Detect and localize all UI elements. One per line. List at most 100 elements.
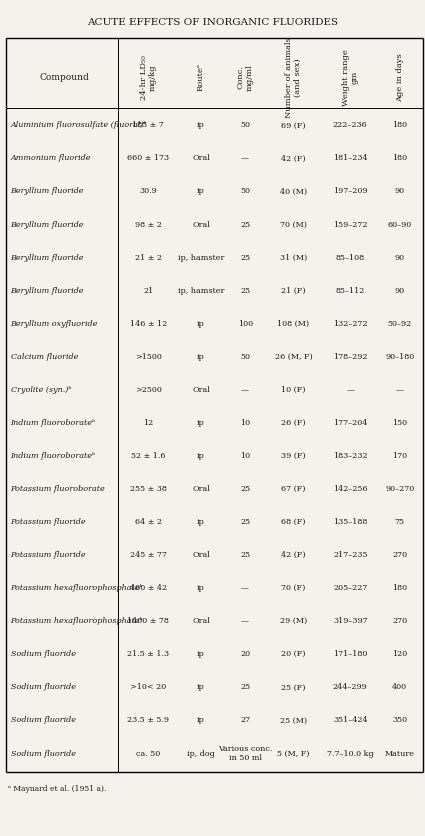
- Text: 25: 25: [240, 517, 250, 526]
- Text: 10 (F): 10 (F): [281, 385, 306, 394]
- Text: 245 ± 77: 245 ± 77: [130, 550, 167, 558]
- Text: Sodium fluoride: Sodium fluoride: [11, 650, 76, 658]
- Text: ip: ip: [197, 418, 205, 426]
- Text: Beryllium fluoride: Beryllium fluoride: [11, 220, 84, 228]
- Text: 120: 120: [392, 650, 407, 658]
- Text: Beryllium fluoride: Beryllium fluoride: [11, 253, 84, 262]
- Text: ip: ip: [197, 584, 205, 592]
- Text: 205–227: 205–227: [333, 584, 368, 592]
- Text: 142–256: 142–256: [333, 484, 368, 492]
- Text: Potassium fluoride: Potassium fluoride: [11, 550, 86, 558]
- Text: 100: 100: [238, 319, 253, 328]
- Text: 70 (F): 70 (F): [281, 584, 306, 592]
- Text: —: —: [241, 154, 249, 162]
- Text: Mature: Mature: [385, 748, 415, 757]
- Text: ip: ip: [197, 319, 205, 328]
- Text: 1400 ± 78: 1400 ± 78: [128, 616, 169, 624]
- Text: 350: 350: [392, 716, 407, 724]
- Text: 171–180: 171–180: [333, 650, 368, 658]
- Text: 185 ± 7: 185 ± 7: [133, 121, 164, 130]
- Text: 660 ± 173: 660 ± 173: [128, 154, 170, 162]
- Text: 21: 21: [143, 286, 153, 294]
- Text: Oral: Oral: [192, 220, 210, 228]
- Text: >2500: >2500: [135, 385, 162, 394]
- Text: 5 (M, F): 5 (M, F): [277, 748, 310, 757]
- Text: —: —: [396, 385, 404, 394]
- Text: 90: 90: [395, 253, 405, 262]
- Text: 25: 25: [240, 484, 250, 492]
- Text: Age in days: Age in days: [396, 53, 404, 102]
- Text: 42 (F): 42 (F): [281, 550, 306, 558]
- Text: Conc.
mg/ml: Conc. mg/ml: [237, 64, 254, 90]
- Text: 170: 170: [392, 451, 407, 460]
- Text: 255 ± 38: 255 ± 38: [130, 484, 167, 492]
- Text: 197–209: 197–209: [333, 187, 368, 196]
- Text: ip, dog: ip, dog: [187, 748, 215, 757]
- Text: 10: 10: [240, 418, 250, 426]
- Text: 108 (M): 108 (M): [278, 319, 309, 328]
- Text: 180: 180: [392, 584, 407, 592]
- Text: 52 ± 1.6: 52 ± 1.6: [131, 451, 166, 460]
- Text: 24-hr LD₅₀
mg/kg: 24-hr LD₅₀ mg/kg: [140, 55, 157, 99]
- Text: 21 (F): 21 (F): [281, 286, 306, 294]
- Text: 183–232: 183–232: [333, 451, 368, 460]
- Text: ca. 50: ca. 50: [136, 748, 161, 757]
- Text: 132–272: 132–272: [333, 319, 368, 328]
- Text: Routeᵃ: Routeᵃ: [197, 64, 205, 91]
- Text: 244–299: 244–299: [333, 682, 368, 691]
- Text: Potassium fluoride: Potassium fluoride: [11, 517, 86, 526]
- Text: 217–235: 217–235: [333, 550, 368, 558]
- Text: 60–90: 60–90: [388, 220, 412, 228]
- Text: 39 (F): 39 (F): [281, 451, 306, 460]
- Text: Oral: Oral: [192, 550, 210, 558]
- Text: ᵃ Maynard et al. (1951 a).: ᵃ Maynard et al. (1951 a).: [8, 784, 107, 793]
- Text: Indium fluoroborateᵇ: Indium fluoroborateᵇ: [11, 451, 96, 460]
- Text: 25: 25: [240, 682, 250, 691]
- Text: 90: 90: [395, 187, 405, 196]
- Text: 135–188: 135–188: [333, 517, 368, 526]
- Text: Potassium hexafluorophosphateᵇ: Potassium hexafluorophosphateᵇ: [11, 616, 143, 624]
- Text: 25: 25: [240, 253, 250, 262]
- Text: 25 (F): 25 (F): [281, 682, 306, 691]
- Text: —: —: [241, 385, 249, 394]
- Text: ACUTE EFFECTS OF INORGANIC FLUORIDES: ACUTE EFFECTS OF INORGANIC FLUORIDES: [87, 18, 338, 28]
- Text: 25: 25: [240, 550, 250, 558]
- Text: 20 (F): 20 (F): [281, 650, 306, 658]
- Text: 67 (F): 67 (F): [281, 484, 306, 492]
- Text: 178–292: 178–292: [333, 352, 368, 360]
- Text: Cryolite (syn.)ᵇ: Cryolite (syn.)ᵇ: [11, 385, 71, 394]
- Text: Beryllium fluoride: Beryllium fluoride: [11, 187, 84, 196]
- Text: Beryllium oxyfluoride: Beryllium oxyfluoride: [11, 319, 98, 328]
- Text: 10: 10: [240, 451, 250, 460]
- Text: 7.7–10.0 kg: 7.7–10.0 kg: [327, 748, 374, 757]
- Text: 90–180: 90–180: [385, 352, 414, 360]
- Text: 42 (F): 42 (F): [281, 154, 306, 162]
- Text: 26 (M, F): 26 (M, F): [275, 352, 312, 360]
- Text: 40 (M): 40 (M): [280, 187, 307, 196]
- Text: 90: 90: [395, 286, 405, 294]
- Text: Oral: Oral: [192, 616, 210, 624]
- Text: 29 (M): 29 (M): [280, 616, 307, 624]
- Text: 20: 20: [240, 650, 250, 658]
- Text: 159–272: 159–272: [333, 220, 368, 228]
- Text: 85–108: 85–108: [336, 253, 365, 262]
- Text: Various conc.
in 50 ml: Various conc. in 50 ml: [218, 744, 272, 762]
- Text: 69 (F): 69 (F): [281, 121, 306, 130]
- Text: Number of animals
(and sex): Number of animals (and sex): [285, 37, 302, 118]
- Text: ip, hamster: ip, hamster: [178, 253, 224, 262]
- Text: 98 ± 2: 98 ± 2: [135, 220, 162, 228]
- Text: ip: ip: [197, 451, 205, 460]
- Text: ip: ip: [197, 682, 205, 691]
- Text: Weight range
gm: Weight range gm: [342, 49, 359, 105]
- Text: 25: 25: [240, 220, 250, 228]
- Text: —: —: [241, 584, 249, 592]
- Text: 25: 25: [240, 286, 250, 294]
- Text: ip: ip: [197, 187, 205, 196]
- Text: 181–234: 181–234: [333, 154, 368, 162]
- Text: 222–236: 222–236: [333, 121, 368, 130]
- Text: ip, hamster: ip, hamster: [178, 286, 224, 294]
- Text: Sodium fluoride: Sodium fluoride: [11, 682, 76, 691]
- Text: Potassium fluoroborate: Potassium fluoroborate: [11, 484, 105, 492]
- Text: 75: 75: [395, 517, 405, 526]
- Text: 31 (M): 31 (M): [280, 253, 307, 262]
